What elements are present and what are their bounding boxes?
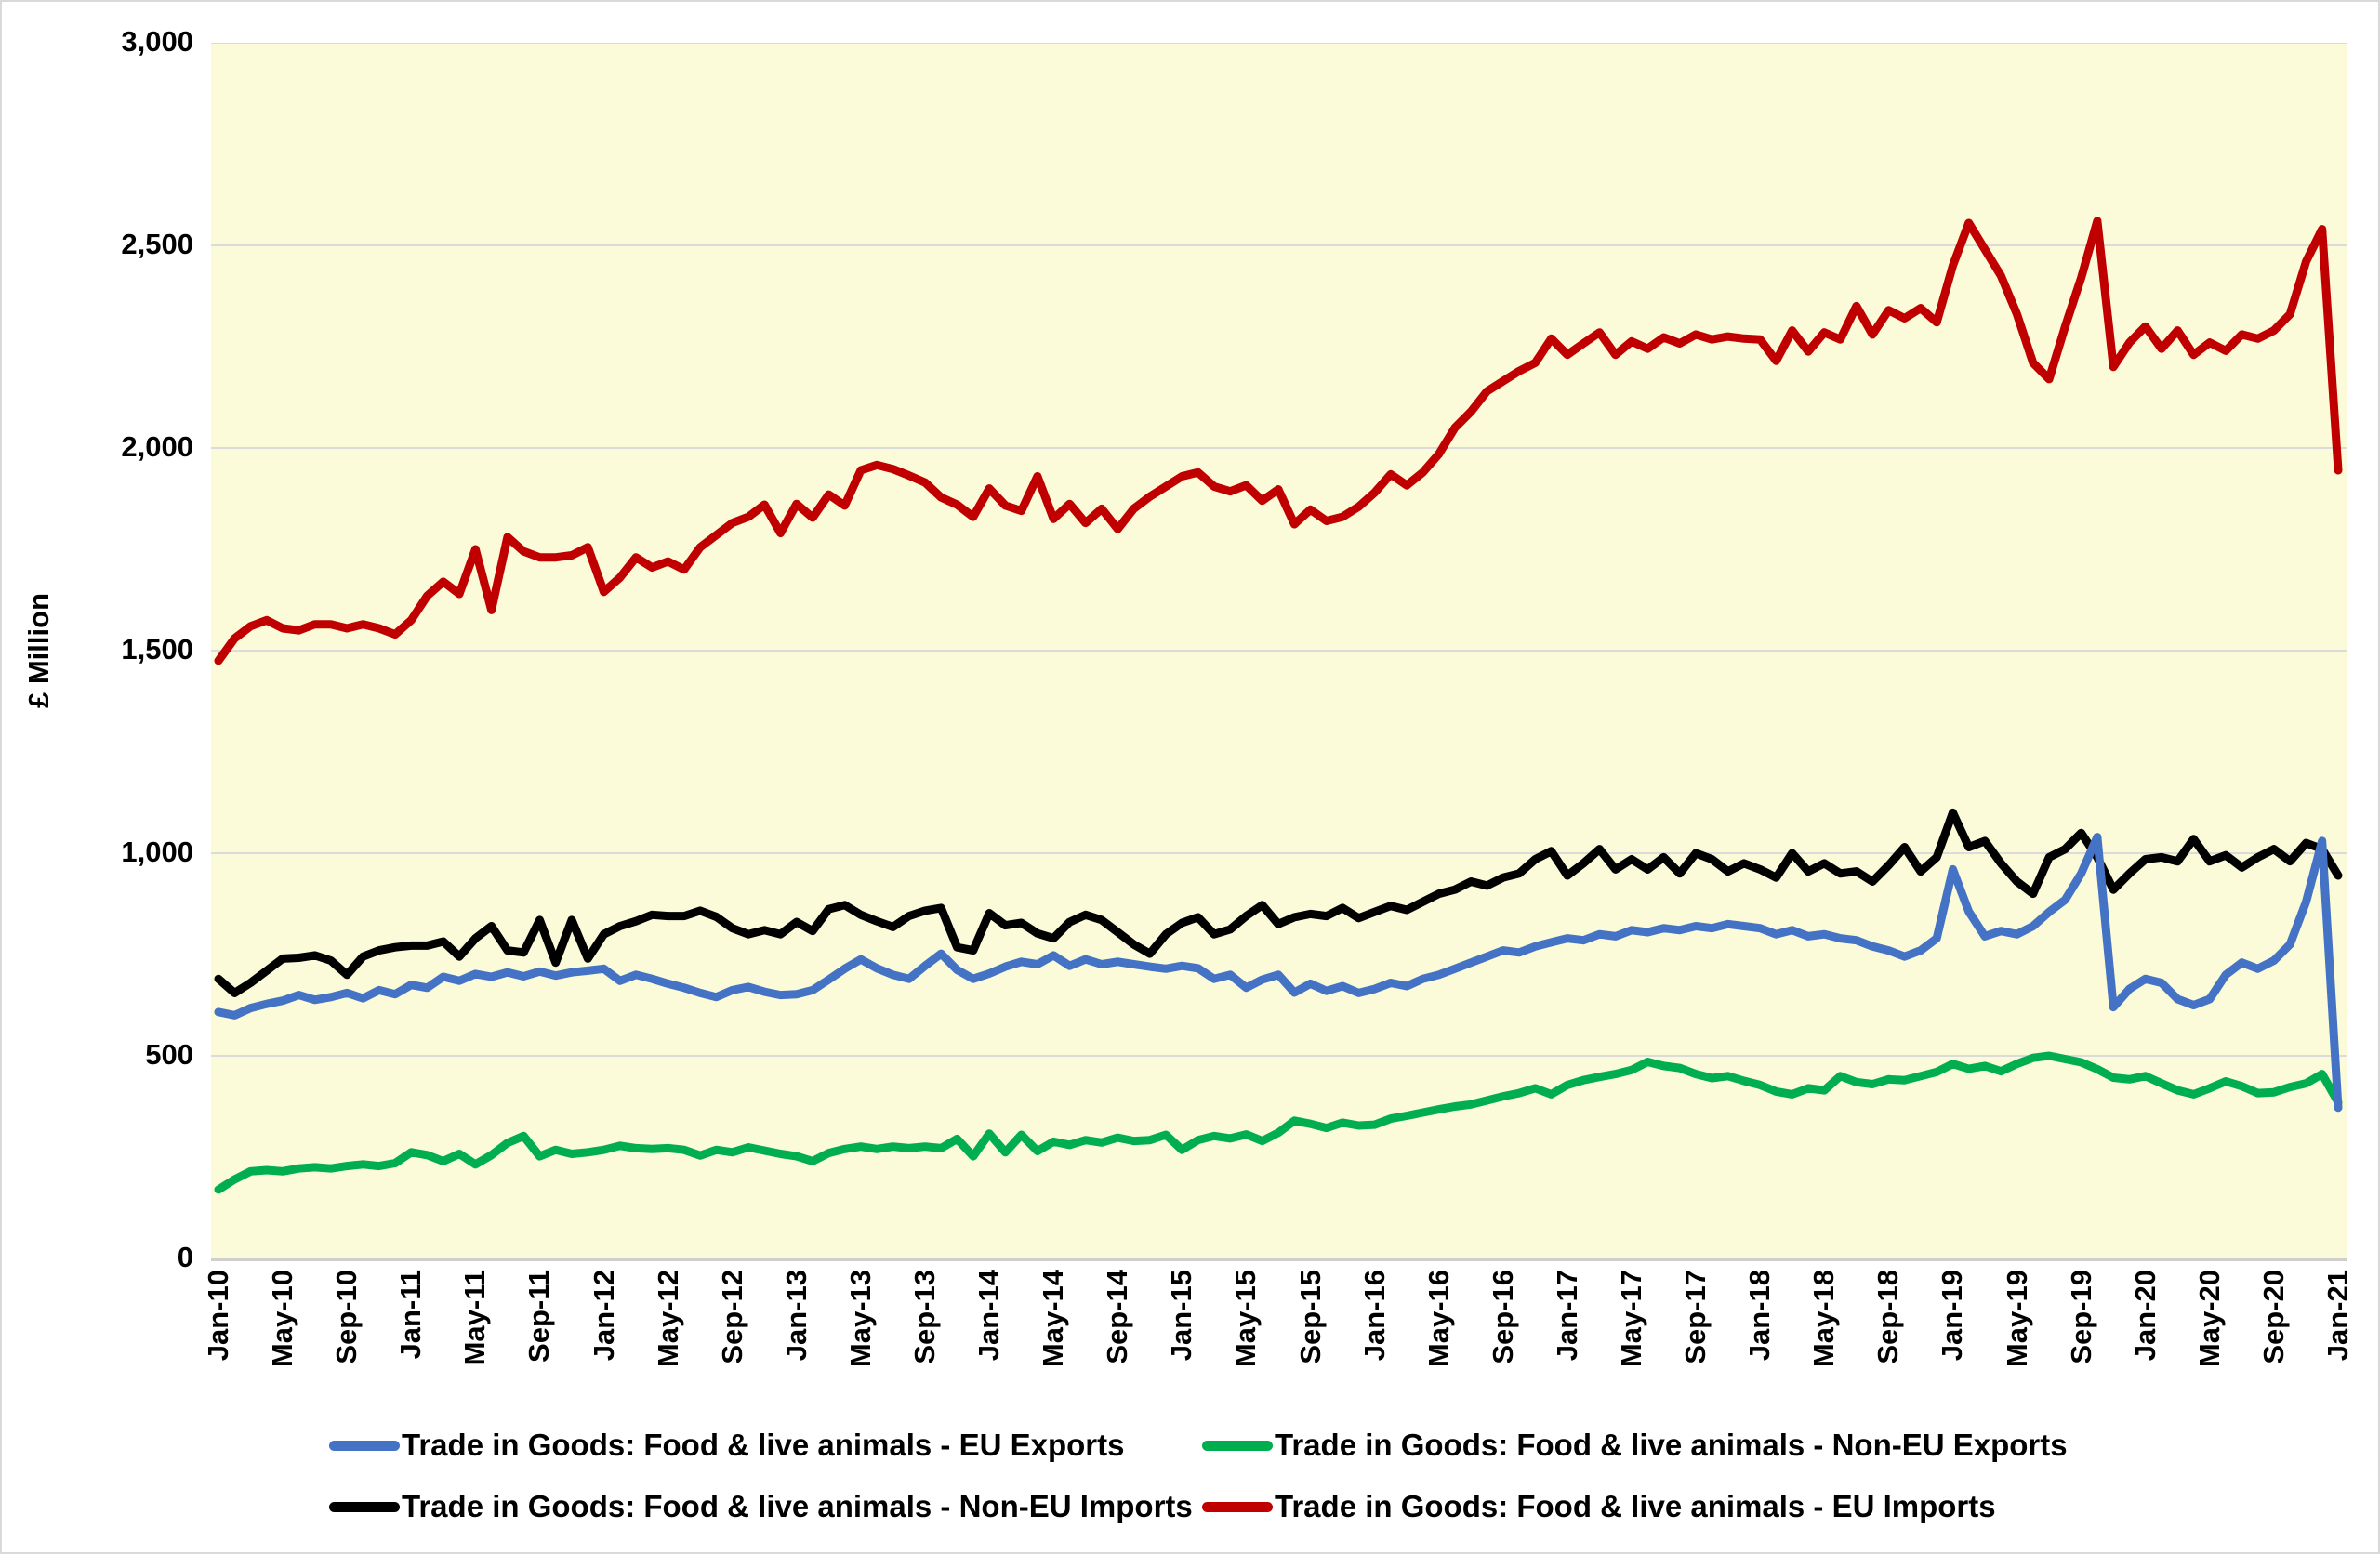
x-tick-label: Sep-16 [1486, 1270, 1519, 1364]
x-tick-label: Jan-17 [1550, 1270, 1583, 1362]
x-tick-label: Jan-21 [2320, 1270, 2354, 1362]
series-line-eu-imports [214, 217, 2343, 665]
x-tick-label: Jan-12 [587, 1270, 620, 1362]
legend-item-eu-imports: Trade in Goods: Food & live animals - EU… [1202, 1488, 1996, 1525]
legend-item-non-eu-imports: Trade in Goods: Food & live animals - No… [329, 1488, 1193, 1525]
legend-item-non-eu-exports: Trade in Goods: Food & live animals - No… [1202, 1427, 2068, 1464]
x-tick-label: May-15 [1229, 1270, 1263, 1368]
x-tick-label: Sep-12 [715, 1270, 748, 1364]
x-tick-label: Jan-13 [779, 1270, 813, 1362]
x-tick-label: May-20 [2192, 1270, 2226, 1368]
x-tick-label: Sep-20 [2256, 1270, 2290, 1364]
x-tick-label: Jan-10 [202, 1270, 234, 1362]
legend-item-eu-exports-label: Trade in Goods: Food & live animals - EU… [402, 1428, 1125, 1462]
legend-item-eu-exports: Trade in Goods: Food & live animals - EU… [329, 1427, 1124, 1464]
y-tick-label: 2,500 [121, 228, 193, 260]
x-tick-label: May-19 [2000, 1270, 2033, 1368]
plot-area [211, 43, 2347, 1261]
y-tick-label: 500 [145, 1038, 193, 1071]
x-tick-label: Sep-17 [1679, 1270, 1712, 1364]
legend-item-eu-exports-swatch [329, 1440, 400, 1451]
x-tick-label: May-12 [651, 1270, 684, 1368]
x-tick-label: May-11 [458, 1270, 492, 1366]
x-tick-label: Sep-10 [330, 1270, 364, 1364]
y-tick-label: 2,000 [121, 430, 193, 463]
x-tick-label: Jan-15 [1165, 1270, 1198, 1362]
x-tick-label: Sep-18 [1871, 1270, 1905, 1364]
legend-item-eu-imports-swatch [1202, 1501, 1273, 1512]
y-tick-label: 3,000 [121, 25, 193, 58]
legend-item-non-eu-imports-label: Trade in Goods: Food & live animals - No… [402, 1489, 1193, 1523]
x-tick-label: May-16 [1421, 1270, 1455, 1368]
x-tick-label: Sep-19 [2064, 1270, 2097, 1364]
legend-item-non-eu-exports-label: Trade in Goods: Food & live animals - No… [1275, 1428, 2068, 1462]
x-tick-label: May-17 [1614, 1270, 1647, 1368]
x-tick-label: May-18 [1807, 1270, 1841, 1368]
series-line-eu-exports [214, 833, 2343, 1113]
x-tick-label: May-13 [843, 1270, 877, 1368]
legend-item-eu-imports-label: Trade in Goods: Food & live animals - EU… [1275, 1489, 1996, 1523]
legend-item-non-eu-exports-swatch [1202, 1440, 1273, 1451]
series-line-non-eu-exports [214, 1051, 2343, 1194]
x-tick-label: Sep-15 [1293, 1270, 1327, 1364]
x-tick-label: Jan-18 [1743, 1270, 1777, 1362]
series-line-non-eu-imports [214, 808, 2343, 997]
y-tick-label: 1,000 [121, 836, 193, 868]
x-tick-label: Jan-19 [1936, 1270, 1969, 1362]
x-tick-label: Jan-20 [2128, 1270, 2162, 1362]
x-tick-label: May-14 [1037, 1270, 1070, 1368]
y-tick-label: 0 [177, 1241, 193, 1273]
y-tick-label: 1,500 [121, 633, 193, 665]
chart-canvas [211, 43, 2347, 1194]
x-tick-label: Jan-14 [972, 1270, 1006, 1362]
legend-item-non-eu-imports-swatch [329, 1501, 400, 1512]
x-tick-label: Sep-13 [907, 1270, 941, 1364]
x-tick-label: Jan-11 [394, 1270, 428, 1360]
x-tick-label: Sep-14 [1101, 1270, 1134, 1364]
x-tick-label: Jan-16 [1357, 1270, 1391, 1362]
x-tick-label: Sep-11 [522, 1270, 556, 1363]
x-tick-label: May-10 [266, 1270, 299, 1368]
